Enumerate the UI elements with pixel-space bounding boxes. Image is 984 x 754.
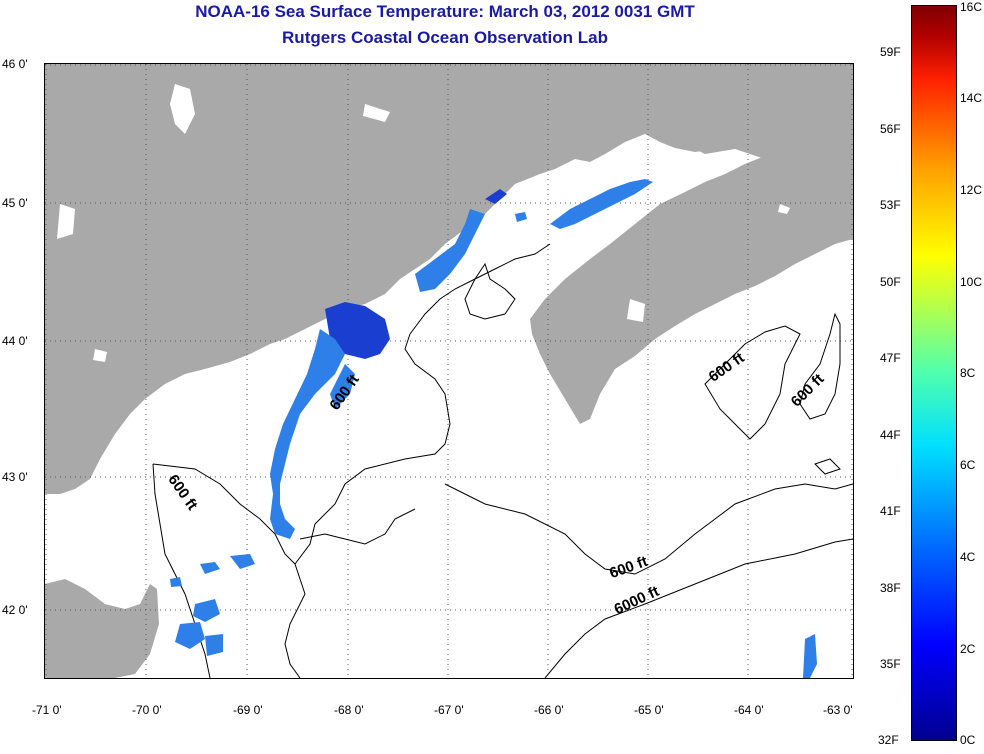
x-tick-label: -64 0'	[734, 703, 764, 717]
lake	[778, 204, 790, 214]
y-tick-label: 44 0'	[2, 334, 28, 348]
land-mainland	[45, 64, 853, 494]
bathymetry-contours	[152, 243, 853, 678]
colorbar-celsius-label: 16C	[960, 0, 983, 14]
lake	[93, 349, 107, 362]
colorbar-fahrenheit-label: 50F	[880, 275, 901, 289]
x-tick-label: -71 0'	[32, 703, 62, 717]
colorbar-celsius-label: 2C	[960, 642, 976, 656]
colorbar-fahrenheit-label: 59F	[880, 45, 901, 59]
colorbar-celsius-label: 12C	[960, 183, 983, 197]
map-subtitle: Rutgers Coastal Ocean Observation Lab	[282, 28, 608, 47]
sst-patch	[550, 179, 653, 229]
y-tick-label: 42 0'	[2, 603, 28, 617]
sst-patch	[330, 364, 355, 409]
y-tick-label: 43 0'	[2, 470, 28, 484]
colorbar-fahrenheit-label: 35F	[880, 657, 901, 671]
y-tick-label: 45 0'	[2, 196, 28, 210]
colorbar-celsius-label: 8C	[960, 366, 976, 380]
colorbar-fahrenheit-label: 53F	[880, 198, 901, 212]
x-tick-label: -67 0'	[434, 703, 464, 717]
x-tick-label: -70 0'	[132, 703, 162, 717]
sst-patch	[230, 554, 255, 569]
x-tick-label: -63 0'	[823, 703, 853, 717]
land-cape-cod	[45, 579, 159, 678]
sst-patch	[270, 329, 345, 539]
map-title: NOAA-16 Sea Surface Temperature: March 0…	[195, 2, 695, 21]
colorbar-celsius-label: 0C	[960, 733, 976, 747]
lake	[627, 299, 645, 322]
sst-patch	[175, 622, 205, 649]
sst-patch	[803, 634, 817, 678]
colorbar-fahrenheit-label: 47F	[880, 351, 901, 365]
lake	[170, 84, 195, 134]
sst-patches	[170, 179, 817, 678]
sst-patch	[200, 562, 220, 574]
x-tick-label: -69 0'	[233, 703, 263, 717]
sst-patch	[415, 209, 485, 292]
x-tick-label: -66 0'	[534, 703, 564, 717]
temperature-colorbar	[911, 5, 957, 741]
land-new-brunswick	[645, 79, 853, 214]
colorbar-celsius-label: 6C	[960, 458, 976, 472]
x-tick-label: -68 0'	[334, 703, 364, 717]
sst-patch-cold	[325, 302, 390, 359]
colorbar-fahrenheit-label: 41F	[880, 504, 901, 518]
lake	[57, 204, 75, 239]
land-nova-scotia	[530, 152, 853, 424]
sst-patch	[193, 599, 220, 622]
sst-patch	[170, 577, 182, 587]
map-canvas	[45, 64, 853, 678]
sst-patch-cold	[485, 189, 507, 204]
colorbar-fahrenheit-label: 32F	[878, 733, 899, 747]
sst-patch	[515, 212, 527, 222]
colorbar-fahrenheit-label: 44F	[880, 428, 901, 442]
colorbar-celsius-label: 14C	[960, 91, 983, 105]
y-tick-label: 46 0'	[2, 57, 28, 71]
colorbar-celsius-label: 10C	[960, 275, 983, 289]
lake	[363, 104, 390, 122]
map-area: 600 ft 600 ft 600 ft 600 ft 600 ft 6000 …	[44, 63, 854, 679]
colorbar-fahrenheit-label: 56F	[880, 122, 901, 136]
sst-patch	[205, 634, 223, 656]
x-tick-label: -65 0'	[634, 703, 664, 717]
colorbar-fahrenheit-label: 38F	[880, 581, 901, 595]
colorbar-celsius-label: 4C	[960, 550, 976, 564]
